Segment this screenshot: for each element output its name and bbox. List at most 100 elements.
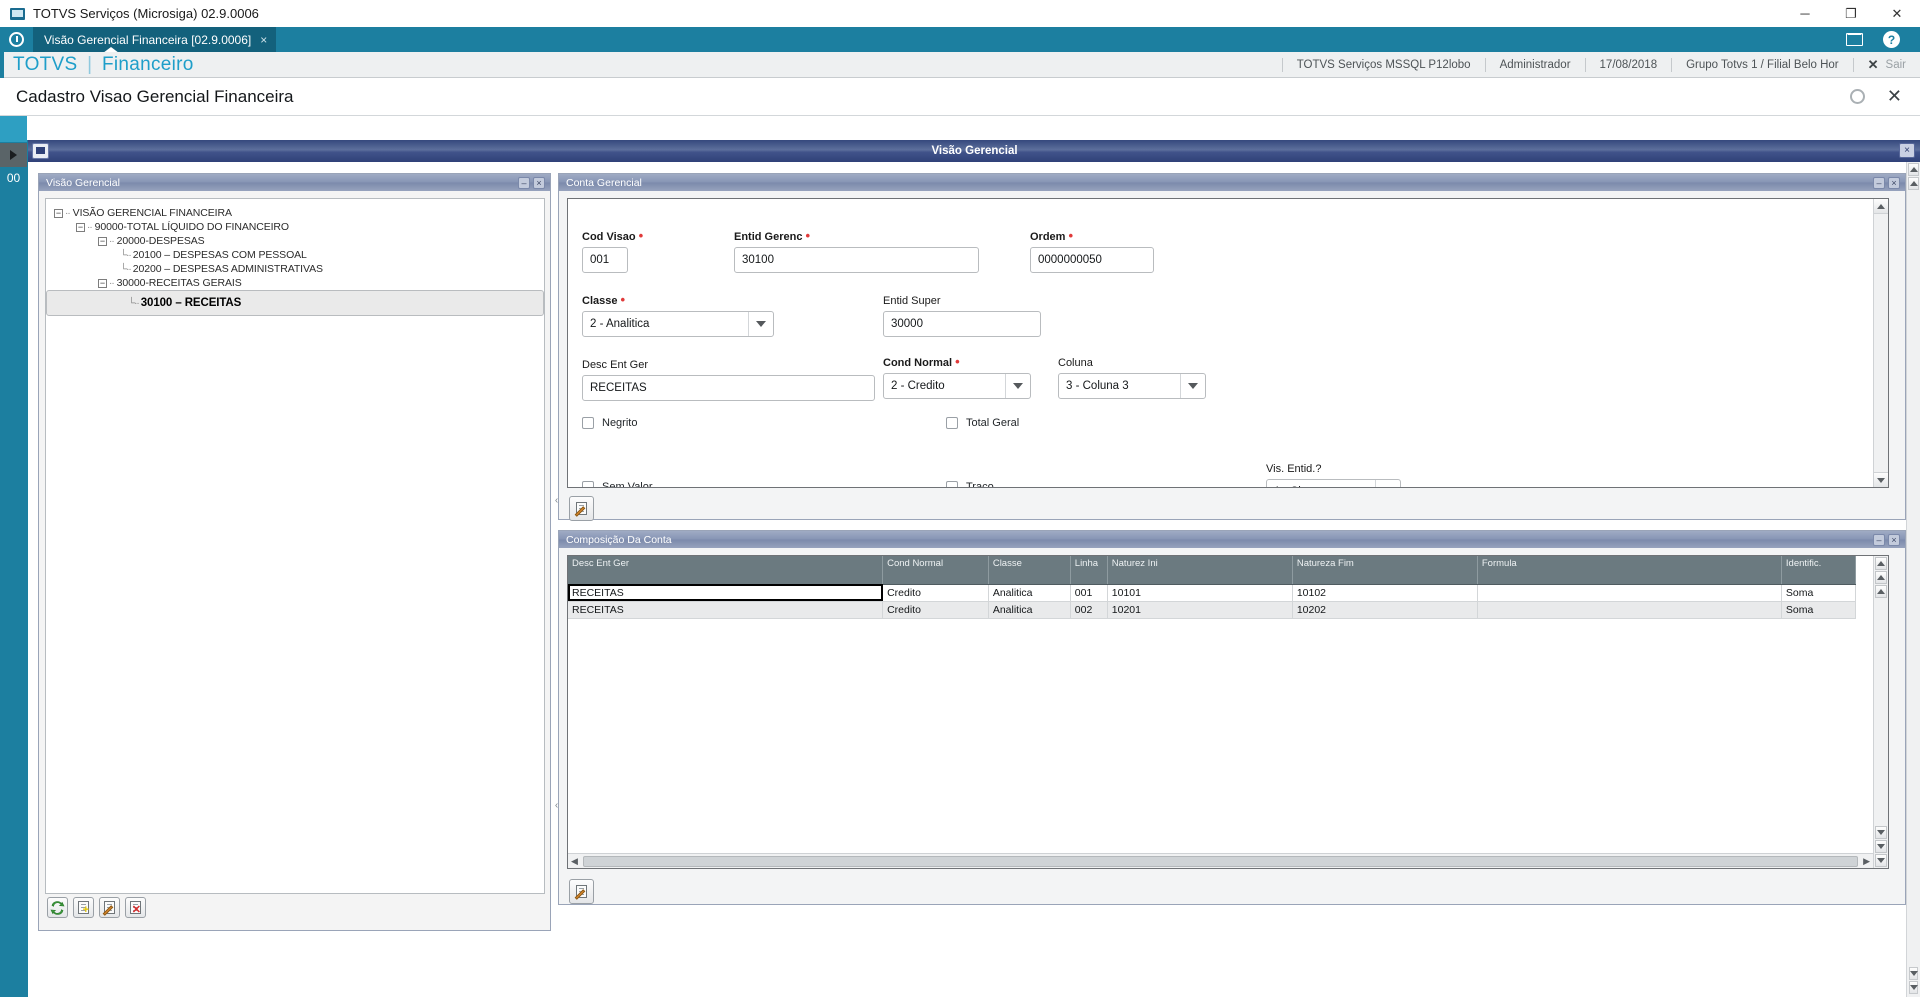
mdi-vertical-scrollbar[interactable] bbox=[1906, 162, 1920, 997]
total-geral-checkbox[interactable] bbox=[946, 417, 958, 429]
envelope-icon[interactable] bbox=[1846, 33, 1863, 46]
conta-panel-minimize-button[interactable]: – bbox=[1873, 176, 1885, 189]
tree-node[interactable]: └·· 20100 – DESPESAS COM PESSOAL bbox=[46, 248, 544, 262]
table-column-header[interactable]: Cond Normal bbox=[882, 556, 989, 585]
close-button[interactable]: ✕ bbox=[1891, 5, 1903, 21]
delete-button[interactable]: ✕ bbox=[125, 897, 146, 918]
traco-checkbox[interactable] bbox=[946, 481, 958, 487]
tree-toggle-icon[interactable]: − bbox=[76, 221, 85, 232]
table-cell[interactable]: RECEITAS bbox=[568, 601, 884, 619]
composicao-grid[interactable]: Desc Ent Ger Cond Normal Classe Linha Nature… bbox=[567, 555, 1889, 869]
checkbox-sem-valor[interactable]: Sem Valor bbox=[582, 481, 653, 487]
scroll-pagedown-button[interactable] bbox=[1875, 840, 1887, 853]
tab-visao-gerencial-financeira[interactable]: Visão Gerencial Financeira [02.9.0006] × bbox=[33, 27, 277, 52]
chevron-down-icon[interactable] bbox=[1005, 374, 1030, 398]
chevron-down-icon[interactable] bbox=[1180, 374, 1205, 398]
checkbox-total-geral[interactable]: Total Geral bbox=[946, 417, 1019, 429]
tree-node[interactable]: − ·· 20000-DESPESAS bbox=[46, 234, 544, 248]
table-cell[interactable]: 10201 bbox=[1107, 601, 1293, 619]
tree-toggle-icon[interactable]: − bbox=[98, 277, 107, 288]
table-cell[interactable]: 10202 bbox=[1292, 601, 1478, 619]
mdi-scroll-up-button[interactable] bbox=[1908, 163, 1919, 176]
hscroll-right-button[interactable]: ▶ bbox=[1863, 855, 1870, 866]
scroll-down-button[interactable] bbox=[1874, 472, 1888, 487]
rail-expand-button[interactable] bbox=[0, 143, 27, 167]
grid-vertical-scrollbar[interactable] bbox=[1873, 556, 1888, 868]
conta-form-scrollbar[interactable] bbox=[1873, 199, 1888, 487]
table-cell[interactable]: 10102 bbox=[1292, 584, 1478, 602]
classe-select[interactable]: 2 - Analitica bbox=[582, 311, 774, 337]
tree-node[interactable]: └·· 20200 – DESPESAS ADMINISTRATIVAS bbox=[46, 262, 544, 276]
table-cell[interactable]: Soma bbox=[1781, 584, 1857, 602]
table-cell[interactable]: Soma bbox=[1781, 601, 1857, 619]
rail-top-button[interactable] bbox=[0, 116, 27, 142]
table-row[interactable]: RECEITAS Credito Analitica 001 10101 10102 Som… bbox=[568, 584, 1857, 602]
chevron-down-icon[interactable] bbox=[1375, 480, 1400, 487]
mdi-scroll-up2-button[interactable] bbox=[1908, 177, 1919, 190]
tree-panel-close-button[interactable]: × bbox=[533, 176, 545, 189]
table-column-header[interactable]: Identific. bbox=[1781, 556, 1857, 585]
table-column-header[interactable]: Formula bbox=[1477, 556, 1782, 585]
cond-normal-select[interactable]: 2 - Credito bbox=[883, 373, 1031, 399]
table-column-header[interactable]: Naturez Ini bbox=[1107, 556, 1293, 585]
tree-toggle-icon[interactable]: − bbox=[54, 207, 63, 218]
help-icon[interactable]: ? bbox=[1883, 31, 1900, 48]
tree-node[interactable]: └·· 30100 – RECEITAS bbox=[46, 290, 544, 316]
table-cell[interactable]: Credito bbox=[882, 601, 989, 619]
table-cell[interactable]: 002 bbox=[1070, 601, 1108, 619]
hscroll-left-button[interactable]: ◀ bbox=[571, 855, 578, 866]
negrito-checkbox[interactable] bbox=[582, 417, 594, 429]
table-cell[interactable]: 10101 bbox=[1107, 584, 1293, 602]
add-button[interactable]: + bbox=[73, 897, 94, 918]
composicao-panel-close-button[interactable]: × bbox=[1888, 533, 1900, 546]
scroll-up-button[interactable] bbox=[1875, 585, 1887, 598]
gear-icon[interactable] bbox=[1849, 89, 1865, 104]
tree-node[interactable]: − ·· VISÃO GERENCIAL FINANCEIRA bbox=[46, 206, 544, 220]
close-icon[interactable]: ✕ bbox=[1886, 86, 1902, 106]
entid-super-input[interactable]: 30000 bbox=[883, 311, 1041, 337]
table-column-header[interactable]: Classe bbox=[988, 556, 1071, 585]
hscroll-thumb[interactable] bbox=[582, 855, 1859, 867]
entid-gerenc-input[interactable]: 30100 bbox=[734, 247, 979, 273]
composicao-edit-button[interactable] bbox=[569, 879, 594, 904]
table-column-header[interactable]: Desc Ent Ger bbox=[568, 556, 884, 585]
table-cell[interactable]: Credito bbox=[882, 584, 989, 602]
tree-view[interactable]: − ·· VISÃO GERENCIAL FINANCEIRA − ·· 90000-TO… bbox=[45, 198, 545, 894]
scroll-top-button[interactable] bbox=[1875, 557, 1887, 570]
scroll-bottom-button[interactable] bbox=[1875, 854, 1887, 867]
cod-visao-input[interactable]: 001 bbox=[582, 247, 628, 273]
scroll-up-button[interactable] bbox=[1874, 199, 1888, 214]
grid-horizontal-scrollbar[interactable]: ◀ ▶ bbox=[568, 853, 1873, 868]
logout-button[interactable]: ✕ Sair bbox=[1852, 57, 1920, 72]
sem-valor-checkbox[interactable] bbox=[582, 481, 594, 487]
table-row[interactable]: RECEITAS Credito Analitica 002 10201 10202 Som… bbox=[568, 601, 1857, 619]
table-cell[interactable]: 001 bbox=[1070, 584, 1108, 602]
mdi-scroll-bottom-button[interactable] bbox=[1909, 981, 1918, 994]
scroll-pageup-button[interactable] bbox=[1875, 571, 1887, 584]
tab-close-icon[interactable]: × bbox=[260, 32, 268, 47]
table-column-header[interactable]: Natureza Fim bbox=[1292, 556, 1478, 585]
composicao-panel-minimize-button[interactable]: – bbox=[1873, 533, 1885, 546]
desc-ent-ger-input[interactable]: RECEITAS bbox=[582, 375, 875, 401]
edit-button[interactable] bbox=[99, 897, 120, 918]
table-cell[interactable]: Analitica bbox=[988, 584, 1071, 602]
tree-node[interactable]: − ·· 90000-TOTAL LÍQUIDO DO FINANCEIRO bbox=[46, 220, 544, 234]
ordem-input[interactable]: 0000000050 bbox=[1030, 247, 1154, 273]
table-column-header[interactable]: Linha bbox=[1070, 556, 1108, 585]
conta-panel-close-button[interactable]: × bbox=[1888, 176, 1900, 189]
tree-toggle-icon[interactable]: − bbox=[98, 235, 107, 246]
maximize-button[interactable]: ❐ bbox=[1845, 5, 1857, 21]
checkbox-traco[interactable]: Traco bbox=[946, 481, 994, 487]
refresh-button[interactable] bbox=[47, 897, 68, 918]
table-cell[interactable] bbox=[1477, 584, 1782, 602]
checkbox-negrito[interactable]: Negrito bbox=[582, 417, 637, 429]
home-tab-button[interactable] bbox=[0, 27, 33, 52]
table-cell[interactable]: Analitica bbox=[988, 601, 1071, 619]
table-cell[interactable]: RECEITAS bbox=[568, 584, 884, 602]
vis-entid-select[interactable]: 1 - Sim bbox=[1266, 479, 1401, 487]
vertical-splitter-left[interactable]: ‹ bbox=[554, 494, 559, 506]
table-cell[interactable] bbox=[1477, 601, 1782, 619]
vertical-splitter-right[interactable]: ‹ bbox=[554, 799, 559, 811]
mdi-scroll-down-button[interactable] bbox=[1909, 967, 1918, 980]
mdi-close-button[interactable]: × bbox=[1899, 143, 1915, 158]
